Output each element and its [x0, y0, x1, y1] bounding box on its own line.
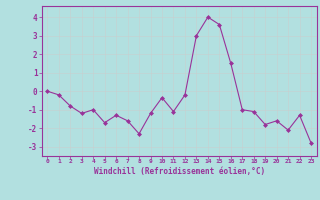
X-axis label: Windchill (Refroidissement éolien,°C): Windchill (Refroidissement éolien,°C): [94, 167, 265, 176]
